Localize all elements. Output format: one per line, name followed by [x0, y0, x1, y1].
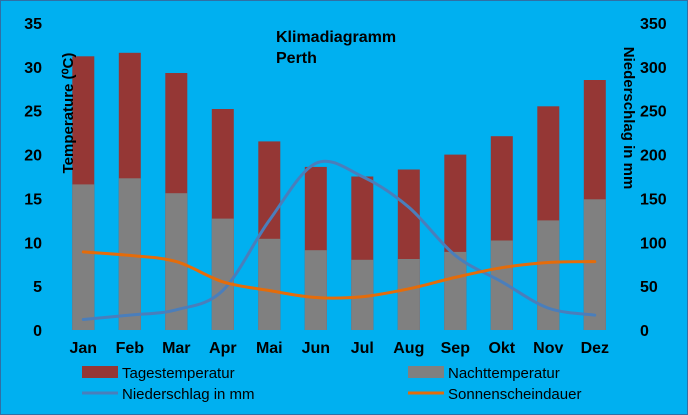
bar-nachttemperatur-4	[258, 238, 281, 330]
x-tick-label-Sep: Sep	[441, 340, 471, 357]
y2-tick-label-0: 0	[640, 323, 649, 340]
y-tick-label-0: 0	[33, 323, 42, 340]
y2-tick-label-300: 300	[640, 60, 667, 77]
bar-layer	[72, 52, 606, 331]
x-tick-label-Nov: Nov	[533, 340, 563, 357]
legend-label-0: Tagestemperatur	[122, 365, 235, 382]
line-niederschlag	[81, 159, 597, 321]
y2-tick-label-250: 250	[640, 104, 667, 121]
y2-axis-label: Niederschlag in mm	[620, 47, 637, 190]
legend-label-2: Niederschlag in mm	[122, 386, 255, 403]
y-tick-label-35: 35	[24, 16, 42, 33]
y2-tick-label-350: 350	[640, 16, 667, 33]
y2-tick-label-200: 200	[640, 148, 667, 165]
chart-title: Klimadiagramm	[276, 29, 396, 46]
bar-nachttemperatur-5	[304, 250, 327, 330]
bar-nachttemperatur-6	[351, 259, 374, 330]
x-tick-label-Jul: Jul	[351, 340, 374, 357]
bar-nachttemperatur-7	[397, 259, 420, 330]
y-tick-label-20: 20	[24, 148, 42, 165]
x-tick-label-Feb: Feb	[116, 340, 145, 357]
y-tick-label-10: 10	[24, 235, 42, 252]
bar-nachttemperatur-11	[583, 199, 606, 330]
x-tick-label-Dez: Dez	[581, 340, 609, 357]
bar-nachttemperatur-3	[211, 218, 234, 330]
y-tick-label-30: 30	[24, 60, 42, 77]
chart-subtitle: Perth	[276, 50, 317, 67]
y-tick-label-5: 5	[33, 279, 42, 296]
x-tick-label-Jan: Jan	[70, 340, 98, 357]
bar-nachttemperatur-0	[72, 184, 95, 330]
line-sonnenscheindauer	[81, 250, 597, 300]
legend: Tagestemperatur Nachttemperatur Niederschl…	[82, 365, 581, 403]
y2-tick-label-150: 150	[640, 191, 667, 208]
y-tick-label-25: 25	[24, 104, 42, 121]
y2-tick-label-100: 100	[640, 235, 667, 252]
legend-label-3: Sonnenscheindauer	[448, 386, 581, 403]
x-tick-label-Jun: Jun	[302, 340, 330, 357]
legend-label-1: Nachttemperatur	[448, 365, 560, 382]
x-tick-label-Mai: Mai	[256, 340, 283, 357]
bar-nachttemperatur-8	[444, 251, 467, 330]
y2-tick-label-50: 50	[640, 279, 658, 296]
bar-nachttemperatur-10	[537, 220, 560, 330]
legend-swatch-1	[408, 366, 444, 378]
y-tick-label-15: 15	[24, 191, 42, 208]
x-tick-label-Okt: Okt	[488, 340, 515, 357]
x-tick-label-Mar: Mar	[162, 340, 190, 357]
x-tick-label-Aug: Aug	[393, 340, 424, 357]
y-axis-label: Temperature (⁰C)	[60, 53, 77, 174]
line-layer	[81, 159, 597, 321]
x-tick-label-Apr: Apr	[209, 340, 237, 357]
legend-swatch-0	[82, 366, 118, 378]
bar-nachttemperatur-9	[490, 240, 513, 330]
